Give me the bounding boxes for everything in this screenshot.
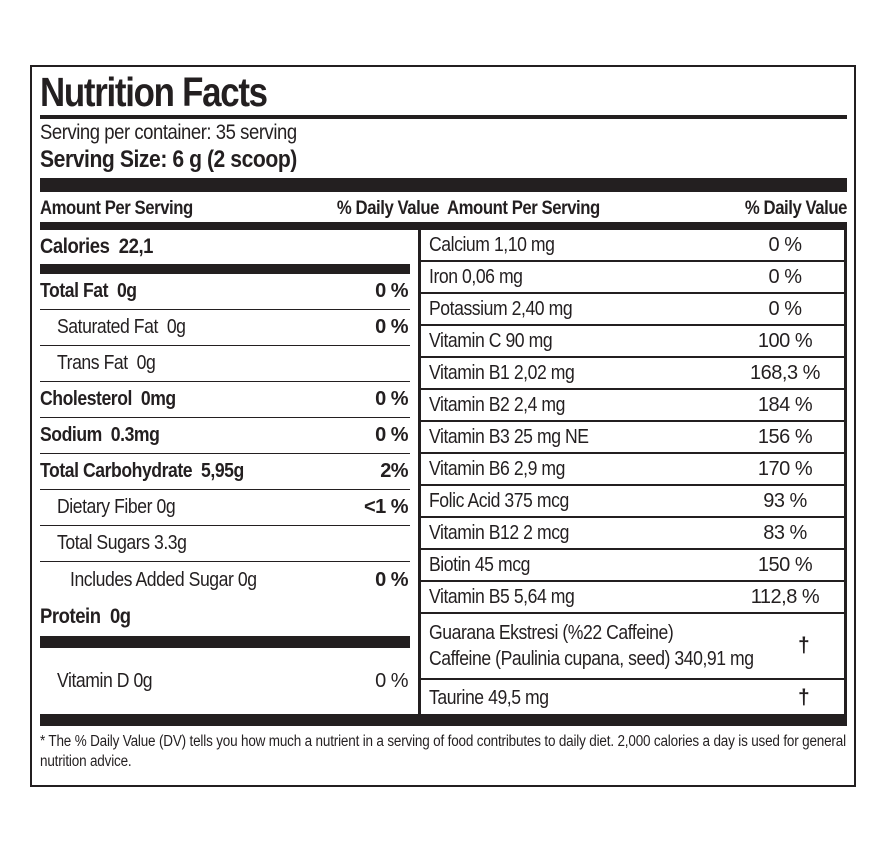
right-column: Calcium 1,10 mg 0 % Iron 0,06 mg 0 % Pot…: [418, 230, 847, 714]
calories-row: Calories 22,1: [40, 235, 154, 258]
nutrient-label: Calcium 1,10 mg: [429, 233, 555, 256]
daily-value: <1 %: [363, 496, 409, 518]
nutrient-row-vitamin-b5: Vitamin B5 5,64 mg 112,8 %: [421, 582, 844, 614]
daily-value: 0 %: [768, 233, 802, 256]
daily-value: 0 %: [375, 669, 409, 692]
daily-value: 150 %: [757, 553, 813, 576]
nutrient-row-potassium: Potassium 2,40 mg 0 %: [421, 294, 844, 326]
nutrient-row-vitamin-b6: Vitamin B6 2,9 mg 170 %: [421, 454, 844, 486]
daily-value: 0 %: [375, 388, 409, 410]
serving-size: Serving Size: 6 g (2 scoop): [40, 146, 297, 173]
dagger-symbol: †: [798, 634, 810, 657]
daily-value: 2%: [380, 460, 409, 482]
nutrient-label: Sodium 0.3mg: [40, 424, 160, 446]
right-column-header: Amount Per Serving % Daily Value: [447, 192, 847, 220]
nutrient-label: Saturated Fat 0g: [57, 316, 186, 338]
daily-value: 112,8 %: [750, 585, 820, 608]
header-divider-bar: [40, 222, 847, 230]
thick-divider-bottom: [40, 714, 847, 726]
calories-divider-bar: [40, 264, 411, 274]
daily-value: 0 %: [768, 265, 802, 288]
nutrient-row-cholesterol: Cholesterol 0mg 0 %: [40, 382, 411, 418]
label-title: Nutrition Facts: [40, 69, 268, 115]
daily-value: 170 %: [757, 457, 813, 480]
amount-per-serving-heading: Amount Per Serving: [447, 198, 600, 219]
nutrient-row-trans-fat: Trans Fat 0g: [40, 346, 411, 382]
nutrient-row-dietary-fiber: Dietary Fiber 0g <1 %: [40, 490, 411, 526]
nutrient-label: Biotin 45 mcg: [429, 553, 531, 576]
daily-value-heading: % Daily Value: [336, 198, 440, 219]
nutrient-label: Folic Acid 375 mcg: [429, 489, 569, 512]
dagger-symbol: †: [798, 686, 810, 709]
amount-per-serving-heading: Amount Per Serving: [40, 198, 193, 219]
daily-value: 0 %: [375, 424, 409, 446]
nutrient-row-vitamin-b3: Vitamin B3 25 mg NE 156 %: [421, 422, 844, 454]
daily-value: 100 %: [757, 329, 813, 352]
nutrient-label: Vitamin B3 25 mg NE: [429, 425, 589, 448]
nutrient-label: Vitamin B6 2,9 mg: [429, 457, 566, 480]
thick-divider-top: [40, 178, 847, 192]
nutrient-label: Guarana Ekstresi (%22 Caffeine) Caffeine …: [429, 622, 754, 670]
nutrient-label: Total Carbohydrate 5,95g: [40, 460, 244, 482]
nutrient-row-iron: Iron 0,06 mg 0 %: [421, 262, 844, 294]
left-column: Calories 22,1 Total Fat 0g 0 % Saturated…: [40, 230, 411, 714]
serving-per-container: Serving per container: 35 serving: [40, 121, 297, 144]
nutrient-row-sodium: Sodium 0.3mg 0 %: [40, 418, 411, 454]
nutrient-row-calcium: Calcium 1,10 mg 0 %: [421, 230, 844, 262]
nutrient-label: Vitamin B5 5,64 mg: [429, 585, 575, 608]
nutrient-row-vitamin-b12: Vitamin B12 2 mcg 83 %: [421, 518, 844, 550]
nutrient-row-added-sugar: Includes Added Sugar 0g 0 %: [40, 562, 410, 598]
columns-header: Amount Per Serving % Daily Value Amount …: [40, 192, 847, 220]
nutrient-row-vitamin-d: Vitamin D 0g 0 %: [40, 648, 410, 714]
nutrient-row-protein: Protein 0g: [40, 605, 131, 628]
nutrient-label: Iron 0,06 mg: [429, 265, 523, 288]
nutrient-label: Total Sugars 3.3g: [57, 532, 187, 554]
nutrient-label: Total Fat 0g: [40, 280, 137, 302]
nutrient-row-total-fat: Total Fat 0g 0 %: [40, 274, 411, 310]
nutrient-row-total-sugars: Total Sugars 3.3g: [40, 526, 411, 562]
daily-value: 168,3 %: [750, 361, 820, 384]
nutrient-label: Dietary Fiber 0g: [57, 496, 176, 518]
daily-value: 156 %: [757, 425, 813, 448]
nutrient-row-vitamin-b1: Vitamin B1 2,02 mg 168,3 %: [421, 358, 844, 390]
nutrient-label: Cholesterol 0mg: [40, 388, 176, 410]
columns: Calories 22,1 Total Fat 0g 0 % Saturated…: [40, 230, 847, 714]
nutrient-row-vitamin-c: Vitamin C 90 mg 100 %: [421, 326, 844, 358]
left-column-header: Amount Per Serving % Daily Value: [40, 192, 439, 220]
nutrient-label: Potassium 2,40 mg: [429, 297, 573, 320]
daily-value: 93 %: [763, 489, 807, 512]
nutrient-label: Vitamin B12 2 mcg: [429, 521, 570, 544]
daily-value: 0 %: [375, 280, 409, 302]
nutrient-row-vitamin-b2: Vitamin B2 2,4 mg 184 %: [421, 390, 844, 422]
nutrient-row-biotin: Biotin 45 mcg 150 %: [421, 550, 844, 582]
nutrient-row-saturated-fat: Saturated Fat 0g 0 %: [40, 310, 411, 346]
protein-divider-bar: [40, 636, 411, 648]
nutrient-label: Trans Fat 0g: [57, 352, 156, 374]
nutrient-label: Taurine 49,5 mg: [429, 686, 549, 709]
daily-value: 0 %: [768, 297, 802, 320]
nutrient-label: Vitamin B1 2,02 mg: [429, 361, 575, 384]
daily-value: 0 %: [375, 316, 409, 338]
nutrition-facts-label: Nutrition Facts Serving per container: 3…: [30, 65, 856, 787]
nutrient-row-guarana-caffeine: Guarana Ekstresi (%22 Caffeine) Caffeine …: [421, 614, 844, 680]
nutrient-label: Vitamin D 0g: [57, 669, 153, 692]
daily-value: 83 %: [763, 521, 807, 544]
title-divider: [40, 115, 847, 119]
nutrient-label: Vitamin B2 2,4 mg: [429, 393, 566, 416]
footnote: * The % Daily Value (DV) tells you how m…: [40, 733, 846, 770]
nutrient-row-taurine: Taurine 49,5 mg †: [421, 680, 844, 716]
nutrient-label: Includes Added Sugar 0g: [70, 568, 257, 591]
daily-value-heading: % Daily Value: [744, 198, 848, 219]
nutrient-row-total-carbohydrate: Total Carbohydrate 5,95g 2%: [40, 454, 411, 490]
nutrient-label: Vitamin C 90 mg: [429, 329, 553, 352]
daily-value: 0 %: [375, 568, 409, 591]
daily-value: 184 %: [757, 393, 813, 416]
nutrient-row-folic-acid: Folic Acid 375 mcg 93 %: [421, 486, 844, 518]
